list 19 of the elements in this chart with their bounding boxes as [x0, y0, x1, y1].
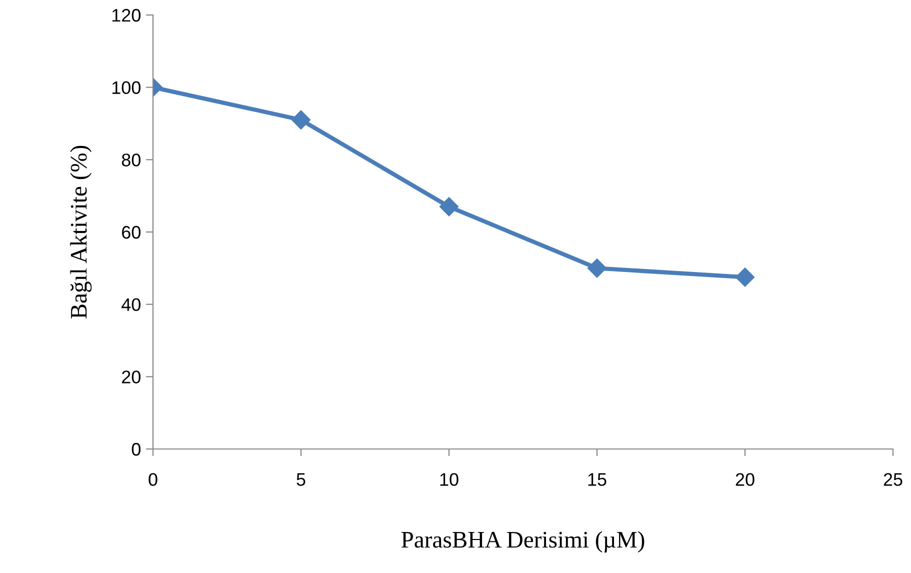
- y-tick-label: 40: [122, 298, 140, 312]
- x-tick-label: 0: [148, 473, 158, 486]
- x-tick-label: 20: [736, 473, 754, 486]
- y-tick-label: 100: [112, 81, 140, 94]
- y-tick-label: 120: [112, 8, 140, 22]
- point: [735, 268, 755, 287]
- x-tick-label: 5: [296, 473, 306, 486]
- x-axis-title: ParasBHA Derisimi (µM): [401, 531, 644, 553]
- x-tick-label: 10: [440, 473, 458, 486]
- point: [587, 258, 607, 278]
- y-tick-label: 0: [132, 442, 140, 456]
- point: [291, 110, 311, 130]
- x-tick-label: 25: [884, 473, 902, 486]
- y-tick-label: 60: [122, 226, 140, 239]
- y-tick-label: 80: [122, 154, 140, 166]
- y-axis-title: Bağıl Aktivite (%): [70, 146, 92, 319]
- point: [439, 197, 459, 216]
- x-tick-label: 15: [588, 473, 606, 486]
- y-tick-label: 20: [122, 370, 140, 384]
